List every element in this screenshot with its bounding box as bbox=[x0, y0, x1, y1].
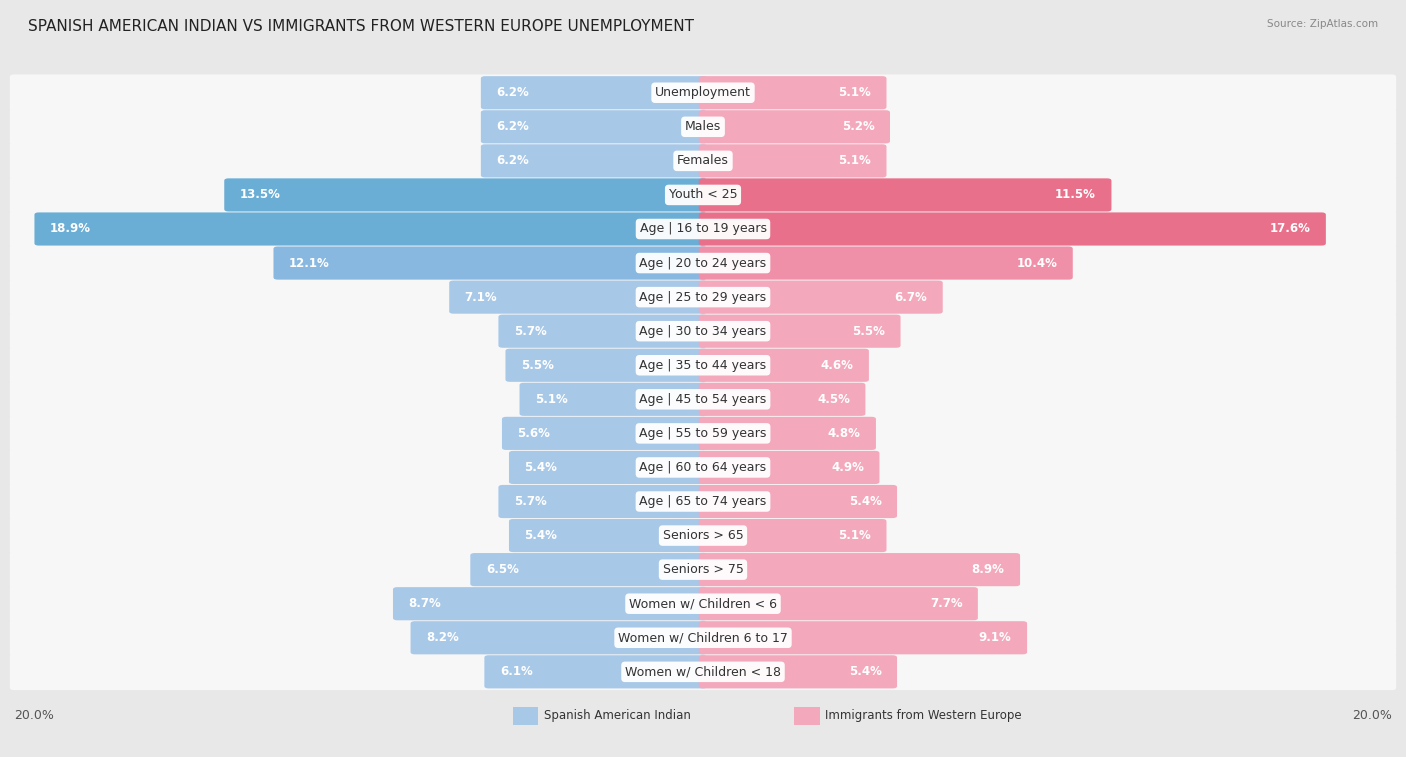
Text: Women w/ Children 6 to 17: Women w/ Children 6 to 17 bbox=[619, 631, 787, 644]
Text: 6.1%: 6.1% bbox=[501, 665, 533, 678]
Text: 5.5%: 5.5% bbox=[852, 325, 886, 338]
Text: Source: ZipAtlas.com: Source: ZipAtlas.com bbox=[1267, 19, 1378, 29]
Text: 6.2%: 6.2% bbox=[496, 154, 529, 167]
Text: Age | 30 to 34 years: Age | 30 to 34 years bbox=[640, 325, 766, 338]
Text: 6.7%: 6.7% bbox=[894, 291, 928, 304]
Text: 5.1%: 5.1% bbox=[838, 529, 870, 542]
Text: 7.1%: 7.1% bbox=[465, 291, 498, 304]
Text: 4.6%: 4.6% bbox=[821, 359, 853, 372]
Text: 5.4%: 5.4% bbox=[524, 461, 557, 474]
Text: 12.1%: 12.1% bbox=[290, 257, 329, 269]
Text: 6.2%: 6.2% bbox=[496, 86, 529, 99]
Text: Seniors > 75: Seniors > 75 bbox=[662, 563, 744, 576]
Text: Youth < 25: Youth < 25 bbox=[669, 188, 737, 201]
Text: 6.5%: 6.5% bbox=[486, 563, 519, 576]
Text: Age | 20 to 24 years: Age | 20 to 24 years bbox=[640, 257, 766, 269]
Text: 10.4%: 10.4% bbox=[1017, 257, 1057, 269]
Text: 5.1%: 5.1% bbox=[536, 393, 568, 406]
Text: 6.2%: 6.2% bbox=[496, 120, 529, 133]
Text: Age | 60 to 64 years: Age | 60 to 64 years bbox=[640, 461, 766, 474]
Text: Women w/ Children < 6: Women w/ Children < 6 bbox=[628, 597, 778, 610]
Text: 17.6%: 17.6% bbox=[1270, 223, 1310, 235]
Text: Age | 35 to 44 years: Age | 35 to 44 years bbox=[640, 359, 766, 372]
Text: Age | 25 to 29 years: Age | 25 to 29 years bbox=[640, 291, 766, 304]
Text: Age | 55 to 59 years: Age | 55 to 59 years bbox=[640, 427, 766, 440]
Text: 5.7%: 5.7% bbox=[515, 325, 547, 338]
Text: 5.4%: 5.4% bbox=[849, 495, 882, 508]
Text: Males: Males bbox=[685, 120, 721, 133]
Text: 11.5%: 11.5% bbox=[1054, 188, 1097, 201]
Text: Women w/ Children < 18: Women w/ Children < 18 bbox=[626, 665, 780, 678]
Text: Spanish American Indian: Spanish American Indian bbox=[544, 709, 690, 722]
Text: 4.8%: 4.8% bbox=[828, 427, 860, 440]
Text: 9.1%: 9.1% bbox=[979, 631, 1012, 644]
Text: 5.7%: 5.7% bbox=[515, 495, 547, 508]
Text: 8.2%: 8.2% bbox=[426, 631, 458, 644]
Text: Seniors > 65: Seniors > 65 bbox=[662, 529, 744, 542]
Text: 7.7%: 7.7% bbox=[929, 597, 963, 610]
Text: 5.5%: 5.5% bbox=[520, 359, 554, 372]
Text: 5.1%: 5.1% bbox=[838, 154, 870, 167]
Text: 5.2%: 5.2% bbox=[842, 120, 875, 133]
Text: Females: Females bbox=[678, 154, 728, 167]
Text: 4.9%: 4.9% bbox=[831, 461, 863, 474]
Text: 20.0%: 20.0% bbox=[14, 709, 53, 722]
Text: 4.5%: 4.5% bbox=[817, 393, 849, 406]
Text: Immigrants from Western Europe: Immigrants from Western Europe bbox=[825, 709, 1022, 722]
Text: 5.1%: 5.1% bbox=[838, 86, 870, 99]
Text: 5.4%: 5.4% bbox=[849, 665, 882, 678]
Text: Age | 45 to 54 years: Age | 45 to 54 years bbox=[640, 393, 766, 406]
Text: 18.9%: 18.9% bbox=[51, 223, 91, 235]
Text: Age | 16 to 19 years: Age | 16 to 19 years bbox=[640, 223, 766, 235]
Text: 20.0%: 20.0% bbox=[1353, 709, 1392, 722]
Text: 8.7%: 8.7% bbox=[409, 597, 441, 610]
Text: 13.5%: 13.5% bbox=[239, 188, 281, 201]
Text: SPANISH AMERICAN INDIAN VS IMMIGRANTS FROM WESTERN EUROPE UNEMPLOYMENT: SPANISH AMERICAN INDIAN VS IMMIGRANTS FR… bbox=[28, 19, 695, 34]
Text: 5.4%: 5.4% bbox=[524, 529, 557, 542]
Text: Unemployment: Unemployment bbox=[655, 86, 751, 99]
Text: 8.9%: 8.9% bbox=[972, 563, 1004, 576]
Text: Age | 65 to 74 years: Age | 65 to 74 years bbox=[640, 495, 766, 508]
Text: 5.6%: 5.6% bbox=[517, 427, 550, 440]
